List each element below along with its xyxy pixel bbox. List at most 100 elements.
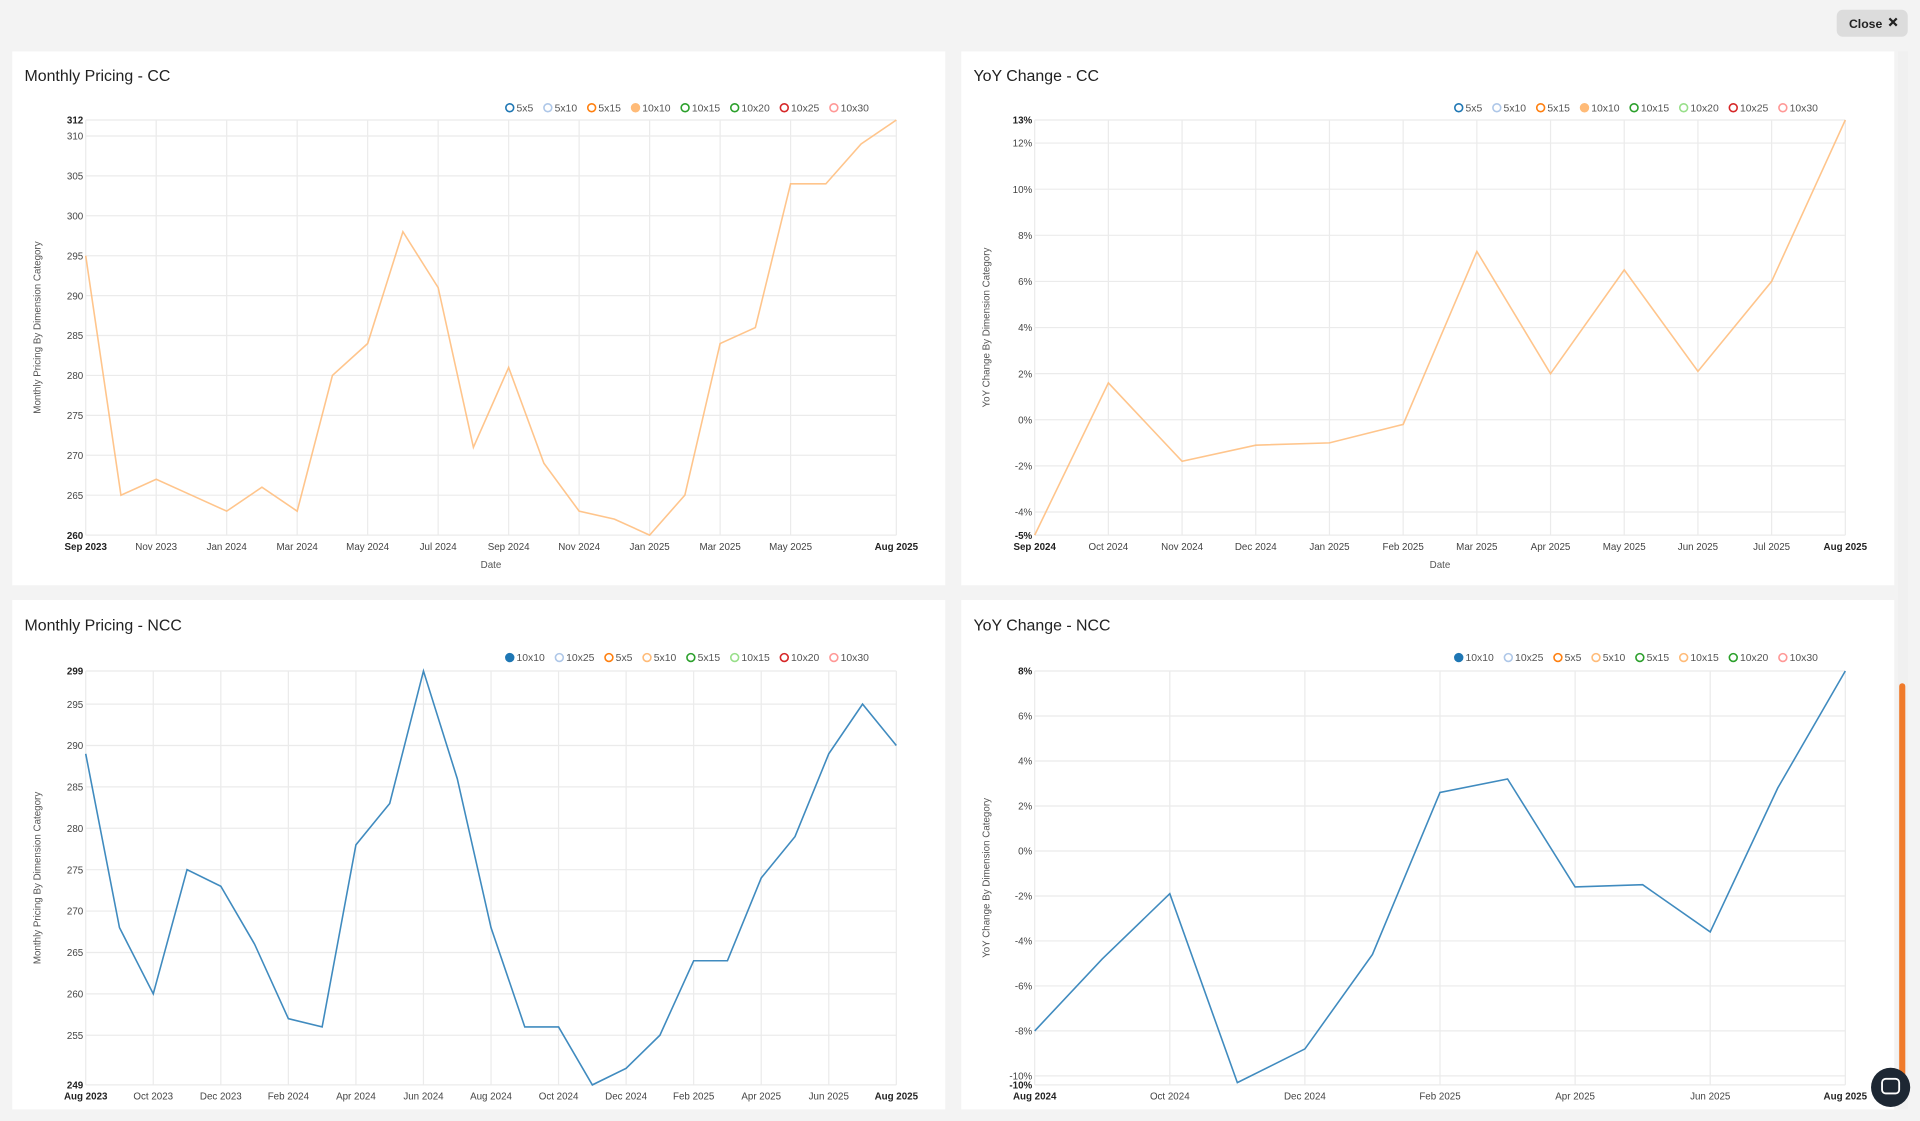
legend-label[interactable]: 10x20 [1690, 103, 1719, 114]
legend-item[interactable]: 10x10 [505, 652, 545, 664]
legend-swatch[interactable] [1778, 103, 1788, 113]
legend-swatch[interactable] [1591, 652, 1601, 663]
legend-swatch[interactable] [554, 652, 565, 663]
legend-label[interactable]: 10x30 [1790, 653, 1819, 664]
legend-item[interactable]: 10x25 [1503, 652, 1544, 664]
legend-item[interactable]: 5x10 [1492, 103, 1527, 114]
legend-item[interactable]: 10x20 [1678, 103, 1719, 114]
legend-label[interactable]: 5x5 [616, 653, 633, 664]
legend-label[interactable]: 5x10 [1603, 653, 1626, 664]
legend-item[interactable]: 10x30 [1778, 103, 1819, 114]
legend-item[interactable]: 10x20 [779, 652, 820, 664]
legend-swatch[interactable] [779, 103, 790, 113]
legend-item[interactable]: 10x10 [630, 103, 671, 114]
legend-swatch[interactable] [829, 103, 839, 113]
legend-swatch[interactable] [604, 652, 614, 663]
legend-swatch[interactable] [642, 652, 652, 663]
legend-item[interactable]: 10x30 [829, 103, 870, 114]
legend-label[interactable]: 10x15 [741, 653, 770, 664]
legend-label[interactable]: 5x15 [1647, 653, 1670, 664]
legend-label[interactable]: 5x15 [598, 103, 621, 114]
legend-swatch[interactable] [1778, 652, 1788, 663]
chat-button[interactable] [1871, 1067, 1911, 1107]
close-icon[interactable] [1888, 17, 1898, 27]
legend-swatch[interactable] [1635, 652, 1645, 663]
close-button-bg[interactable] [1836, 9, 1908, 37]
legend-swatch[interactable] [630, 103, 641, 113]
legend-swatch[interactable] [1728, 652, 1738, 663]
legend-item[interactable]: 5x5 [505, 103, 534, 114]
legend-item[interactable]: 5x5 [1553, 652, 1582, 664]
legend-swatch[interactable] [1535, 103, 1546, 113]
legend-swatch[interactable] [505, 652, 515, 663]
legend-swatch[interactable] [543, 103, 553, 113]
legend-label[interactable]: 5x10 [654, 653, 677, 664]
legend-swatch[interactable] [1678, 652, 1689, 663]
legend-swatch[interactable] [680, 103, 690, 113]
legend-label[interactable]: 10x20 [741, 103, 770, 114]
legend-item[interactable]: 5x10 [642, 652, 677, 664]
legend-swatch[interactable] [729, 652, 740, 663]
legend-item[interactable]: 10x20 [1728, 652, 1769, 664]
legend-item[interactable]: 10x15 [680, 103, 721, 114]
legend-label[interactable]: 5x5 [1565, 653, 1582, 664]
legend-label[interactable]: 10x15 [1690, 653, 1719, 664]
close-button[interactable]: Close [1836, 9, 1908, 37]
legend-item[interactable]: 5x15 [1635, 652, 1670, 664]
legend-item[interactable]: 10x30 [1778, 652, 1819, 664]
legend-label[interactable]: 10x25 [1740, 103, 1769, 114]
legend-swatch[interactable] [586, 103, 597, 113]
chat-bubble[interactable] [1871, 1067, 1911, 1107]
legend-item[interactable]: 10x10 [1579, 103, 1620, 114]
legend-swatch[interactable] [1553, 652, 1563, 663]
legend-item[interactable]: 10x15 [1678, 652, 1719, 664]
legend-item[interactable]: 5x15 [1535, 103, 1570, 114]
legend-label[interactable]: 10x20 [791, 653, 820, 664]
legend-label[interactable]: 10x25 [1515, 653, 1544, 664]
legend-item[interactable]: 10x10 [1454, 652, 1494, 664]
legend-swatch[interactable] [1678, 103, 1689, 113]
legend-swatch[interactable] [1579, 103, 1590, 113]
legend-label[interactable]: 10x15 [1641, 103, 1670, 114]
legend-label[interactable]: 10x15 [692, 103, 721, 114]
legend-label[interactable]: 10x10 [1465, 653, 1494, 664]
legend-swatch[interactable] [1454, 103, 1464, 113]
close-label[interactable]: Close [1849, 17, 1883, 31]
legend-swatch[interactable] [1629, 103, 1639, 113]
legend-label[interactable]: 5x15 [698, 653, 721, 664]
chat-icon[interactable] [1881, 1077, 1901, 1095]
legend-item[interactable]: 10x15 [729, 652, 770, 664]
legend-item[interactable]: 10x30 [829, 652, 869, 664]
legend-label[interactable]: 10x25 [791, 103, 820, 114]
legend-item[interactable]: 10x25 [554, 652, 595, 664]
legend-label[interactable]: 10x10 [642, 103, 671, 114]
scrollbar-thumb[interactable] [1899, 683, 1906, 1078]
legend-label[interactable]: 5x10 [555, 103, 578, 114]
legend-label[interactable]: 10x30 [1790, 103, 1819, 114]
legend-item[interactable]: 5x15 [686, 652, 721, 664]
legend-label[interactable]: 5x15 [1547, 103, 1570, 114]
legend-label[interactable]: 10x20 [1740, 653, 1769, 664]
legend-label[interactable]: 10x10 [516, 653, 545, 664]
legend-swatch[interactable] [1492, 103, 1502, 113]
legend-swatch[interactable] [686, 652, 696, 663]
legend-swatch[interactable] [1728, 103, 1738, 113]
legend-swatch[interactable] [1454, 652, 1464, 663]
legend-item[interactable]: 5x5 [1454, 103, 1483, 114]
legend-label[interactable]: 5x10 [1504, 103, 1527, 114]
legend-swatch[interactable] [1503, 652, 1514, 663]
legend-item[interactable]: 5x10 [1591, 652, 1626, 664]
legend-swatch[interactable] [505, 103, 515, 113]
legend-label[interactable]: 10x30 [841, 103, 870, 114]
legend-item[interactable]: 10x25 [779, 103, 820, 114]
legend-swatch[interactable] [829, 652, 839, 663]
legend-swatch[interactable] [729, 103, 740, 113]
legend-label[interactable]: 10x25 [566, 653, 595, 664]
legend-label[interactable]: 10x10 [1591, 103, 1620, 114]
legend-label[interactable]: 5x5 [1465, 103, 1482, 114]
legend-swatch[interactable] [779, 652, 790, 663]
legend-item[interactable]: 5x10 [543, 103, 578, 114]
legend-item[interactable]: 5x15 [586, 103, 621, 114]
legend-item[interactable]: 10x20 [729, 103, 770, 114]
legend-item[interactable]: 10x15 [1629, 103, 1670, 114]
